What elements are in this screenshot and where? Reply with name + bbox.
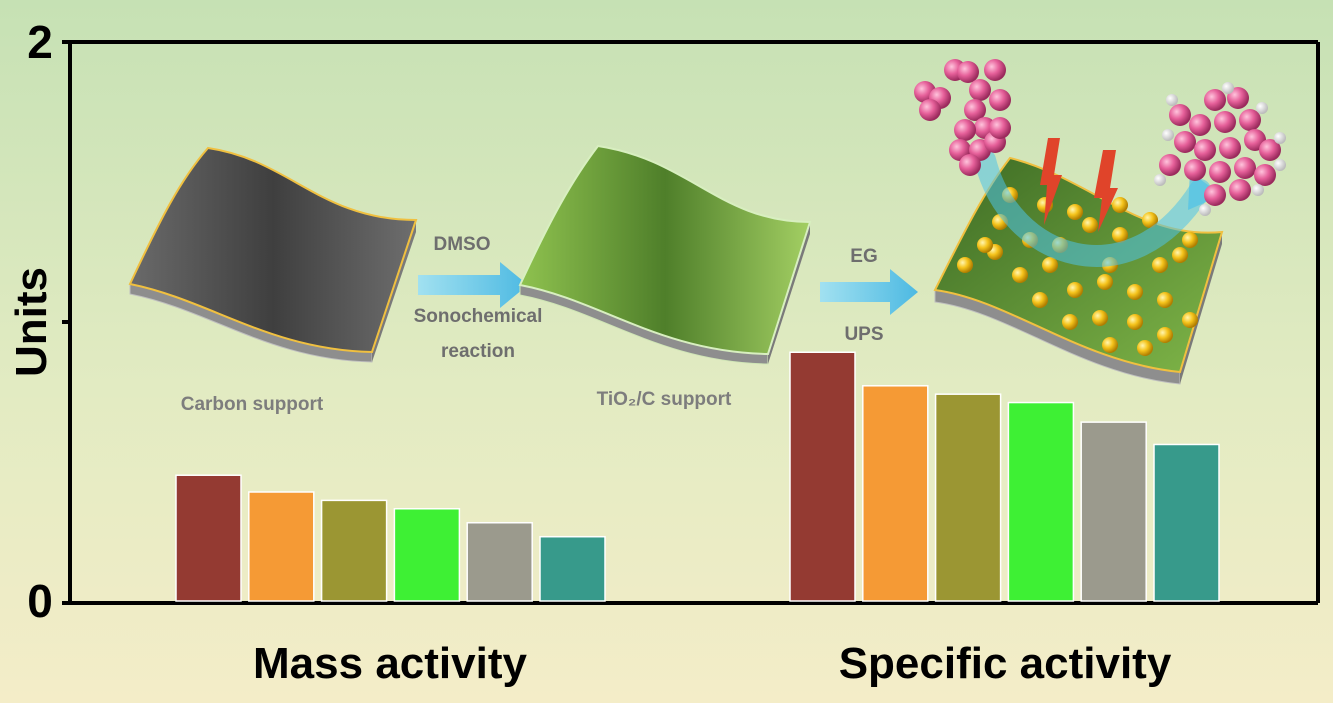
molecule-atom bbox=[989, 117, 1011, 139]
y-tick-label-bottom: 0 bbox=[27, 575, 53, 627]
molecule-atom bbox=[989, 89, 1011, 111]
particle-dot bbox=[1172, 247, 1188, 263]
molecule-atom bbox=[1159, 154, 1181, 176]
particle-dot bbox=[957, 257, 973, 273]
bar-specific-1 bbox=[789, 351, 856, 602]
step2-reagent: EG bbox=[850, 246, 877, 267]
bar-specific-2 bbox=[862, 385, 929, 602]
category-label-specific-activity: Specific activity bbox=[839, 639, 1172, 688]
bar-specific-6 bbox=[1153, 443, 1220, 602]
bar-specific-5 bbox=[1080, 421, 1147, 602]
particle-dot bbox=[1182, 232, 1198, 248]
molecule-atom bbox=[1209, 161, 1231, 183]
molecule-atom bbox=[1169, 104, 1191, 126]
particle-dot bbox=[1112, 197, 1128, 213]
category-label-mass-activity: Mass activity bbox=[253, 639, 527, 688]
bar-mass-6 bbox=[539, 535, 606, 602]
lightning-icon bbox=[1040, 138, 1062, 225]
particle-dot bbox=[1142, 212, 1158, 228]
molecule-atom bbox=[1234, 157, 1256, 179]
molecule-atom bbox=[1214, 111, 1236, 133]
molecule-atom bbox=[1259, 139, 1281, 161]
bar-mass-5 bbox=[466, 521, 533, 602]
molecule-atom bbox=[1229, 179, 1251, 201]
y-axis-label: Units bbox=[7, 267, 56, 377]
carbon-support-label: Carbon support bbox=[181, 394, 324, 415]
molecule-atom bbox=[1194, 139, 1216, 161]
molecule-atom bbox=[954, 119, 976, 141]
axes bbox=[62, 40, 1320, 605]
molecule-hydrogen bbox=[1199, 204, 1211, 216]
particle-dot bbox=[1157, 292, 1173, 308]
particle-dot bbox=[1152, 257, 1168, 273]
particle-dot bbox=[1067, 204, 1083, 220]
schematic: Carbon support DMSO Sonochemical reactio… bbox=[128, 59, 1286, 415]
particle-dot bbox=[1112, 227, 1128, 243]
particle-dot bbox=[1062, 314, 1078, 330]
bars bbox=[175, 351, 1220, 602]
molecule-atom bbox=[1174, 131, 1196, 153]
y-tick-label-top: 2 bbox=[27, 16, 53, 68]
molecule-atom bbox=[919, 99, 941, 121]
tio2-sheet bbox=[518, 144, 812, 365]
molecule-hydrogen bbox=[1166, 94, 1178, 106]
molecule-atom bbox=[1189, 114, 1211, 136]
molecule-atom bbox=[1239, 109, 1261, 131]
molecule-atom bbox=[1254, 164, 1276, 186]
molecule-hydrogen bbox=[1256, 102, 1268, 114]
step1-method-2: reaction bbox=[441, 341, 515, 362]
arrow-1 bbox=[418, 262, 528, 308]
particle-dot bbox=[1097, 274, 1113, 290]
step1-reagent: DMSO bbox=[434, 234, 491, 255]
particle-dot bbox=[1157, 327, 1173, 343]
particle-dot bbox=[977, 237, 993, 253]
molecule-atom bbox=[959, 154, 981, 176]
bar-specific-3 bbox=[934, 393, 1002, 602]
particle-dot bbox=[1127, 314, 1143, 330]
particle-dot bbox=[1092, 310, 1108, 326]
particle-dot bbox=[1102, 337, 1118, 353]
bar-specific-4 bbox=[1007, 401, 1075, 602]
molecule-atom bbox=[964, 99, 986, 121]
molecule-atom bbox=[957, 61, 979, 83]
category-labels: Mass activity Specific activity bbox=[253, 639, 1172, 688]
bar-mass-2 bbox=[248, 491, 315, 602]
molecule-atom bbox=[1184, 159, 1206, 181]
molecule-atom bbox=[1204, 184, 1226, 206]
particle-dot bbox=[1032, 292, 1048, 308]
particle-dot bbox=[1137, 340, 1153, 356]
molecule-hydrogen bbox=[1222, 82, 1234, 94]
product-molecules bbox=[1154, 82, 1286, 216]
molecule-atom bbox=[984, 59, 1006, 81]
particle-dot bbox=[1042, 257, 1058, 273]
particle-dot bbox=[1182, 312, 1198, 328]
molecule-atom bbox=[1219, 137, 1241, 159]
particle-dot bbox=[1082, 217, 1098, 233]
particle-dot bbox=[1127, 284, 1143, 300]
carbon-sheet bbox=[128, 146, 418, 363]
molecule-atom bbox=[969, 79, 991, 101]
bar-mass-4 bbox=[393, 508, 461, 602]
molecule-hydrogen bbox=[1274, 159, 1286, 171]
step1-method: Sonochemical bbox=[414, 306, 543, 327]
molecule-hydrogen bbox=[1252, 184, 1264, 196]
lightning-icon bbox=[1094, 150, 1118, 232]
molecule-atom bbox=[1204, 89, 1226, 111]
tio2-support-label: TiO₂/C support bbox=[597, 389, 732, 410]
bar-mass-3 bbox=[320, 499, 388, 602]
molecule-hydrogen bbox=[1274, 132, 1286, 144]
bar-mass-1 bbox=[175, 474, 242, 602]
reaction-arrow bbox=[974, 149, 1211, 267]
reactant-molecules bbox=[914, 59, 1011, 176]
particle-dot bbox=[1067, 282, 1083, 298]
molecule-hydrogen bbox=[1162, 129, 1174, 141]
molecule-hydrogen bbox=[1154, 174, 1166, 186]
molecule-atom bbox=[1227, 87, 1249, 109]
particle-dot bbox=[1012, 267, 1028, 283]
step2-method: UPS bbox=[844, 324, 883, 345]
y-tick-labels: 2 0 bbox=[27, 16, 53, 627]
arrow-2 bbox=[820, 269, 918, 315]
